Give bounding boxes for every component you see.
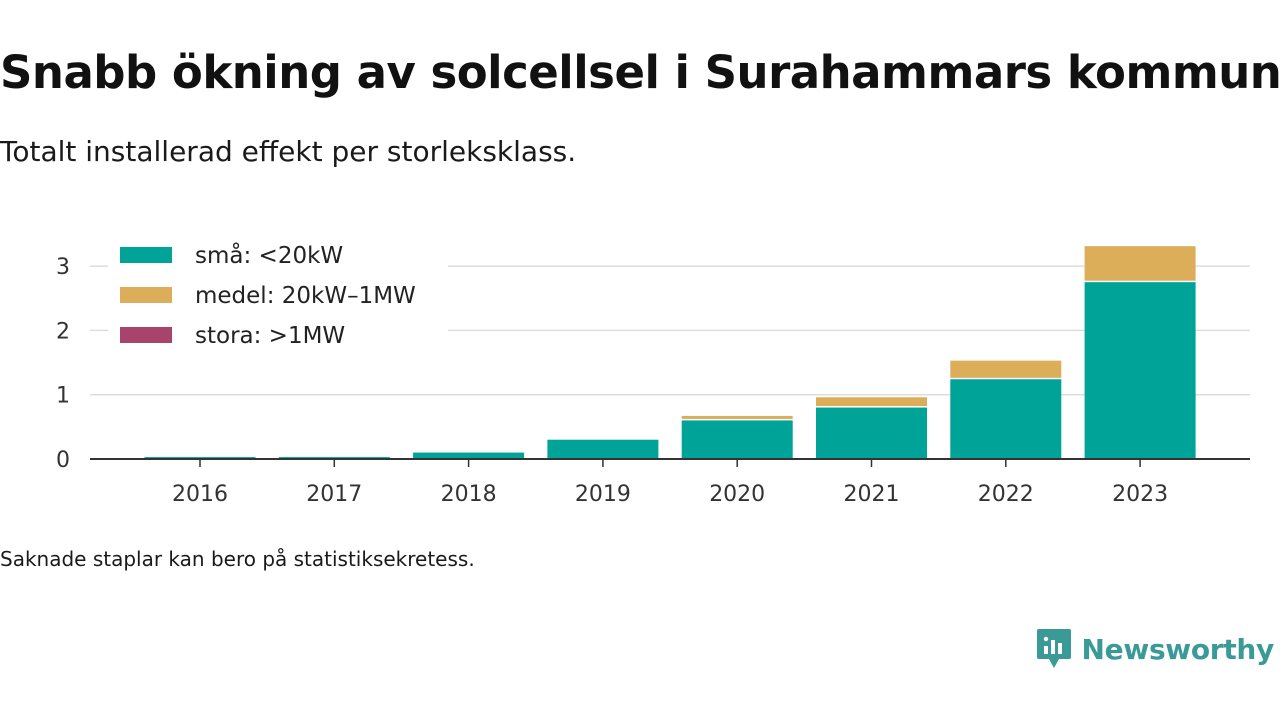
bars (144, 246, 1196, 460)
legend-label-0: små: <20kW (195, 241, 343, 269)
bar-2022-1 (950, 360, 1062, 378)
y-tick-label: 2 (56, 319, 70, 344)
legend-swatch-2 (120, 327, 172, 343)
bar-2020-0 (681, 420, 793, 459)
x-tick-label: 2017 (306, 482, 362, 507)
legend-swatch-1 (120, 287, 172, 303)
newsworthy-logo-icon (1036, 629, 1071, 668)
legend: små: <20kW medel: 20kW–1MW stora: >1MW (108, 234, 448, 356)
brand-name: Newsworthy (1081, 632, 1275, 666)
x-tick-label: 2016 (172, 482, 228, 507)
x-tick-label: 2019 (575, 482, 631, 507)
footnote: Saknade staplar kan bero på statistiksek… (0, 547, 475, 571)
y-tick-label: 3 (56, 255, 70, 280)
axes: 0 1 2 3 2016 2017 2018 2019 2020 2021 2022 2023 (56, 255, 1250, 507)
bar-2021-0 (816, 407, 927, 459)
y-tick-label: 0 (56, 448, 70, 473)
x-tick-label: 2020 (709, 482, 765, 507)
bar-2022-0 (950, 379, 1062, 459)
x-tick-label: 2023 (1112, 482, 1168, 507)
x-tick-label: 2021 (844, 482, 900, 507)
bar-2021-1 (816, 397, 927, 407)
legend-label-2: stora: >1MW (195, 323, 345, 349)
x-tick-label: 2022 (978, 482, 1034, 507)
y-tick-label: 1 (56, 384, 70, 409)
x-tick-label: 2018 (441, 482, 497, 507)
newsworthy-logo: Newsworthy (1036, 628, 1274, 670)
bar-2019-0 (547, 439, 659, 459)
chart-title: Snabb ökning av solcellsel i Surahammars… (0, 46, 1280, 99)
bar-2018-0 (413, 452, 525, 459)
legend-label-1: medel: 20kW–1MW (195, 283, 416, 309)
chart-subtitle: Totalt installerad effekt per storlekskl… (0, 135, 577, 168)
bar-2020-1 (681, 415, 793, 419)
bar-2023-0 (1084, 282, 1196, 459)
stacked-bar-chart: 0 1 2 3 2016 2017 2018 2019 2020 2021 2022 2023 små… (56, 234, 1250, 507)
legend-swatch-0 (120, 247, 172, 263)
bar-2023-1 (1084, 246, 1196, 281)
